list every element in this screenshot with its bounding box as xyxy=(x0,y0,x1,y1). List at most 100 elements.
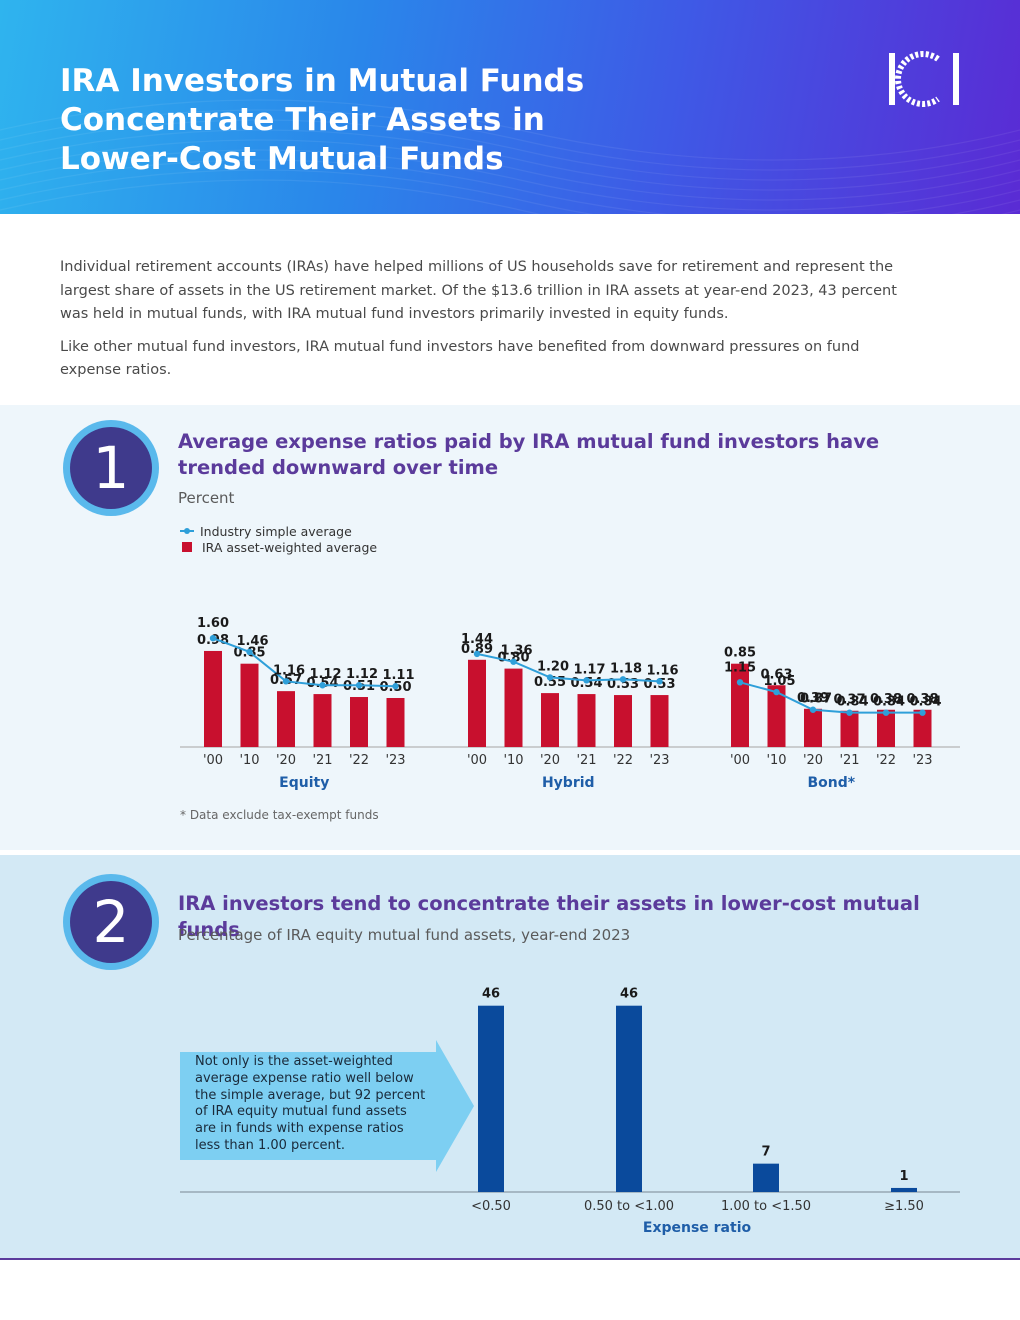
expense-ratio-trend-chart: 0.980.850.570.540.510.501.601.461.161.12… xyxy=(180,616,960,791)
tick-bond-0: '00 xyxy=(730,753,750,768)
intro-paragraph-1: Individual retirement accounts (IRAs) ha… xyxy=(60,259,897,322)
tick-expense-1: 0.50 to <1.00 xyxy=(584,1199,674,1214)
bar-bond-5 xyxy=(913,709,932,747)
page-title: IRA Investors in Mutual Funds Concentrat… xyxy=(60,63,585,177)
line-point-equity-2 xyxy=(282,678,290,685)
tick-expense-0: <0.50 xyxy=(471,1199,511,1214)
tick-hybrid-4: '22 xyxy=(613,753,633,768)
section-2-title: IRA investors tend to concentrate their … xyxy=(178,892,920,941)
bar-label-expense-0: 46 xyxy=(482,987,500,1002)
bar-label-bond-4: 0.38 xyxy=(870,692,902,707)
tick-bond-5: '23 xyxy=(912,753,932,768)
line-label-hybrid-3: 1.17 xyxy=(573,662,605,677)
callout-text: Not only is the asset-weighted average e… xyxy=(195,1054,426,1153)
bar-hybrid-5 xyxy=(650,695,669,747)
line-label-equity-4: 1.12 xyxy=(346,667,378,682)
tick-bond-3: '21 xyxy=(839,753,859,768)
section-1-panel xyxy=(0,405,1020,850)
line-point-equity-1 xyxy=(246,648,253,656)
line-label-bond-4: 0.84 xyxy=(873,695,905,710)
line-label-hybrid-1: 1.36 xyxy=(500,644,532,659)
bar-equity-3 xyxy=(313,694,332,747)
asset-distribution-chart: 46 <0.50 46 0.50 to <1.00 7 1.00 to <1.50 1 ≥1.… xyxy=(180,987,960,1236)
line-label-hybrid-4: 1.18 xyxy=(610,661,642,676)
bar-hybrid-2 xyxy=(541,693,559,747)
line-point-bond-2 xyxy=(809,706,817,713)
tick-hybrid-5: '23 xyxy=(649,753,669,768)
bar-label-hybrid-0: 0.89 xyxy=(461,642,493,657)
tick-equity-5: '23 xyxy=(385,753,405,768)
bar-hybrid-0 xyxy=(468,659,486,747)
bar-equity-4 xyxy=(350,697,368,747)
legend-line-label: Industry simple average xyxy=(200,523,352,539)
bar-label-bond-5: 0.38 xyxy=(906,692,938,707)
bar-bond-2 xyxy=(804,708,822,747)
legend-bar-label: IRA asset-weighted average xyxy=(202,539,378,555)
bar-expense-0 xyxy=(478,1005,504,1192)
line-label-equity-1: 1.46 xyxy=(236,634,268,649)
group-label-hybrid: Hybrid xyxy=(542,775,595,791)
bar-expense-3 xyxy=(891,1187,917,1192)
tick-hybrid-3: '21 xyxy=(576,753,596,768)
legend-line-marker xyxy=(180,528,194,534)
section-2-number: 2 xyxy=(70,881,152,963)
line-point-equity-5 xyxy=(392,683,399,690)
group-label-bond: Bond* xyxy=(807,775,855,791)
section-2-subtitle: Percentage of IRA equity mutual fund ass… xyxy=(178,926,631,944)
line-point-bond-0 xyxy=(736,679,744,686)
intro-paragraph-2: Like other mutual fund investors, IRA mu… xyxy=(60,338,860,379)
line-label-hybrid-0: 1.44 xyxy=(461,632,493,647)
bar-label-expense-1: 46 xyxy=(620,987,638,1002)
callout-arrow xyxy=(180,1040,474,1172)
line-point-equity-4 xyxy=(355,682,363,689)
ici-logo xyxy=(889,51,959,107)
tick-equity-3: '21 xyxy=(312,753,332,768)
section-1-badge: 1 xyxy=(63,420,159,516)
bar-label-bond-1: 0.63 xyxy=(760,667,792,682)
line-point-bond-5 xyxy=(919,709,926,716)
bar-label-expense-2: 7 xyxy=(761,1145,770,1160)
section-1-number: 1 xyxy=(70,427,152,509)
line-point-bond-1 xyxy=(773,688,780,696)
bar-expense-2 xyxy=(753,1163,779,1192)
line-point-hybrid-3 xyxy=(583,677,590,684)
tick-expense-3: ≥1.50 xyxy=(884,1199,924,1214)
bottom-rule xyxy=(0,1258,1020,1260)
tick-hybrid-1: '10 xyxy=(503,753,523,768)
bar-label-hybrid-1: 0.80 xyxy=(497,651,529,666)
bar-label-hybrid-4: 0.53 xyxy=(607,677,639,692)
line-label-equity-2: 1.16 xyxy=(273,663,305,678)
bar-bond-3 xyxy=(840,710,859,747)
line-label-equity-5: 1.11 xyxy=(382,668,414,683)
bar-expense-1 xyxy=(616,1005,642,1192)
line-point-hybrid-5 xyxy=(656,678,663,685)
line-point-hybrid-1 xyxy=(510,658,517,665)
tick-hybrid-2: '20 xyxy=(540,753,560,768)
section-1-title: Average expense ratios paid by IRA mutua… xyxy=(178,430,880,479)
bar-label-bond-2: 0.39 xyxy=(797,691,829,706)
bar-equity-2 xyxy=(277,691,295,747)
line-label-bond-2: 0.87 xyxy=(800,692,832,707)
tick-equity-0: '00 xyxy=(203,753,223,768)
bar-label-bond-0: 0.85 xyxy=(724,646,756,661)
bar-equity-1 xyxy=(240,663,259,747)
line-point-equity-0 xyxy=(209,635,217,642)
tick-equity-2: '20 xyxy=(276,753,296,768)
legend-bar-item: IRA asset-weighted average xyxy=(180,539,377,555)
hero-stripe-pattern xyxy=(0,99,1020,214)
line-point-hybrid-4 xyxy=(619,676,627,683)
line-label-hybrid-2: 1.20 xyxy=(537,659,569,674)
line-label-bond-1: 1.05 xyxy=(763,674,795,689)
line-label-equity-0: 1.60 xyxy=(197,616,229,631)
line-label-bond-0: 1.15 xyxy=(724,660,756,675)
group-label-equity: Equity xyxy=(279,775,329,791)
bar-bond-4 xyxy=(877,709,895,747)
tick-equity-1: '10 xyxy=(239,753,259,768)
line-bond xyxy=(739,681,923,714)
line-point-hybrid-2 xyxy=(546,674,554,681)
tick-expense-2: 1.00 to <1.50 xyxy=(721,1199,811,1214)
line-equity xyxy=(212,637,396,688)
line-hybrid xyxy=(476,652,660,683)
bar-bond-0 xyxy=(731,663,749,747)
footnote: * Data exclude tax-exempt funds xyxy=(180,808,379,822)
